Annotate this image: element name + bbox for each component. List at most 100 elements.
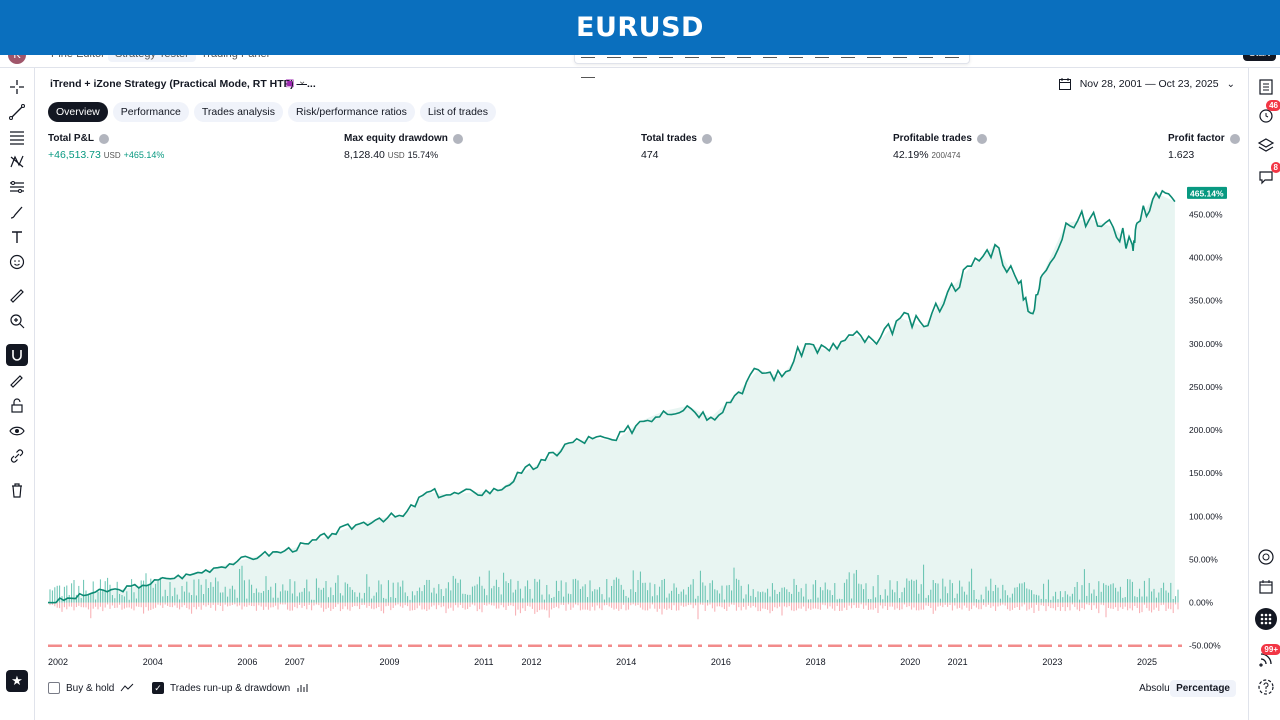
emoji-icon[interactable]: [6, 251, 28, 273]
bar-chart-icon: [297, 684, 308, 692]
x-tick-label: 2007: [285, 657, 305, 667]
metric-profitable-trades: Profitable trades 42.19% 200/474: [893, 133, 987, 161]
tab-list-of-trades[interactable]: List of trades: [419, 102, 497, 122]
x-tick-label: 2002: [48, 657, 68, 667]
news-badge: 99+: [1261, 644, 1280, 655]
metric-ratio: 200/474: [931, 151, 961, 160]
y-tick-label: 150.00%: [1189, 468, 1223, 478]
x-tick-label: 2014: [616, 657, 636, 667]
metric-value: 8,128.40: [344, 149, 385, 161]
stay-drawing-icon[interactable]: [6, 369, 28, 391]
x-tick-label: 2016: [711, 657, 731, 667]
layers-icon[interactable]: [1255, 134, 1277, 156]
y-tick-label: 0.00%: [1189, 598, 1214, 608]
alerts-badge: 46: [1266, 100, 1280, 111]
news-feed-icon[interactable]: 99+: [1255, 644, 1280, 670]
metric-percent: +465.14%: [123, 150, 165, 160]
buy-hold-label: Buy & hold: [66, 682, 115, 694]
x-tick-label: 2009: [379, 657, 399, 667]
info-icon[interactable]: [98, 133, 109, 144]
metric-label: Max equity drawdown: [344, 133, 448, 144]
line-chart-icon: [120, 683, 134, 692]
y-tick-label: 250.00%: [1189, 382, 1223, 392]
metric-max-drawdown: Max equity drawdown 8,128.40 USD 15.74%: [344, 133, 463, 161]
strategy-title[interactable]: iTrend + iZone Strategy (Practical Mode,…: [50, 78, 316, 90]
runup-checkbox[interactable]: ✓: [152, 682, 164, 694]
link-icon[interactable]: [6, 445, 28, 467]
chat-badge: 8: [1270, 162, 1280, 173]
info-icon[interactable]: [976, 133, 987, 144]
equity-area: [48, 192, 1175, 603]
chat-icon[interactable]: 8: [1255, 162, 1280, 188]
buy-hold-checkbox[interactable]: [48, 682, 60, 694]
report-tabs: Overview Performance Trades analysis Ris…: [48, 102, 497, 122]
runup-drawdown-toggle[interactable]: ✓ Trades run-up & drawdown: [152, 682, 308, 694]
zoom-in-icon[interactable]: [6, 310, 28, 332]
y-tick-label: 50.00%: [1189, 554, 1218, 564]
chevron-down-icon: ⌄: [1226, 78, 1235, 90]
absolute-mode-button[interactable]: Absolute: [1139, 683, 1178, 694]
y-tick-label: 100.00%: [1189, 511, 1223, 521]
crosshair-icon[interactable]: [6, 76, 28, 98]
x-tick-label: 2020: [900, 657, 920, 667]
metric-percent: 15.74%: [407, 150, 439, 160]
x-tick-label: 2006: [237, 657, 257, 667]
x-tick-label: 2021: [948, 657, 968, 667]
right-widget-bar: 46 8 99+: [1248, 68, 1280, 720]
date-range-text: Nov 28, 2001 — Oct 23, 2025: [1079, 78, 1219, 90]
metric-label: Profitable trades: [893, 133, 972, 144]
text-icon[interactable]: [6, 226, 28, 248]
watchlist-icon[interactable]: [1255, 76, 1277, 98]
y-tick-label: 450.00%: [1189, 209, 1223, 219]
info-icon[interactable]: [452, 133, 463, 144]
lock-icon[interactable]: [6, 395, 28, 417]
metric-currency: USD: [387, 151, 405, 160]
percentage-mode-button[interactable]: Percentage: [1170, 680, 1236, 697]
symbol-banner: EURUSD: [0, 0, 1280, 55]
strategy-settings-icon[interactable]: ▣: [285, 78, 295, 89]
x-tick-label: 2011: [474, 657, 493, 667]
tab-performance[interactable]: Performance: [112, 102, 189, 122]
metric-total-pnl: Total P&L +46,513.73 USD +465.14%: [48, 133, 164, 161]
x-tick-label: 2023: [1042, 657, 1062, 667]
magnet-icon[interactable]: [6, 344, 28, 366]
alerts-clock-icon[interactable]: 46: [1255, 100, 1280, 126]
ruler-icon[interactable]: [6, 285, 28, 307]
info-icon[interactable]: [1229, 133, 1240, 144]
banner-title: EURUSD: [576, 12, 704, 43]
tab-overview[interactable]: Overview: [48, 102, 108, 122]
fib-retracement-icon[interactable]: [6, 126, 28, 148]
info-icon[interactable]: [701, 133, 712, 144]
x-tick-label: 2025: [1137, 657, 1157, 667]
help-icon[interactable]: [1255, 676, 1277, 698]
tab-risk-ratios[interactable]: Risk/performance ratios: [288, 102, 415, 122]
y-tick-label: -50.00%: [1189, 641, 1221, 651]
favorites-star-icon[interactable]: ★: [6, 670, 28, 692]
brush-icon[interactable]: [6, 201, 28, 223]
y-tick-label: 400.00%: [1189, 253, 1223, 263]
y-tick-label: 350.00%: [1189, 296, 1223, 306]
metric-label: Total trades: [641, 133, 697, 144]
tab-trades-analysis[interactable]: Trades analysis: [193, 102, 284, 122]
metric-value: 42.19%: [893, 149, 929, 161]
target-icon[interactable]: [1255, 546, 1277, 568]
chart-options-bar: Buy & hold ✓ Trades run-up & drawdown Ab…: [40, 678, 1240, 702]
eye-icon[interactable]: [6, 420, 28, 442]
calendar-icon[interactable]: [1255, 576, 1277, 598]
equity-chart[interactable]: 450.00% 400.00% 350.00% 300.00% 250.00% 200.0…: [40, 170, 1240, 670]
apps-grid-icon[interactable]: [1255, 608, 1277, 630]
pattern-icon[interactable]: [6, 151, 28, 173]
metric-total-trades: Total trades 474: [641, 133, 712, 161]
chevron-down-icon[interactable]: ⌄: [298, 76, 307, 87]
x-tick-label: 2018: [806, 657, 826, 667]
y-tick-label: 300.00%: [1189, 339, 1223, 349]
trend-line-icon[interactable]: [6, 101, 28, 123]
calendar-icon: [1058, 78, 1071, 90]
final-value-tag: [1187, 186, 1227, 199]
date-range-selector[interactable]: Nov 28, 2001 — Oct 23, 2025 ⌄: [1058, 77, 1235, 91]
trash-icon[interactable]: [6, 479, 28, 501]
buy-hold-toggle[interactable]: Buy & hold: [48, 682, 134, 694]
metric-label: Total P&L: [48, 133, 94, 144]
forecast-icon[interactable]: [6, 176, 28, 198]
